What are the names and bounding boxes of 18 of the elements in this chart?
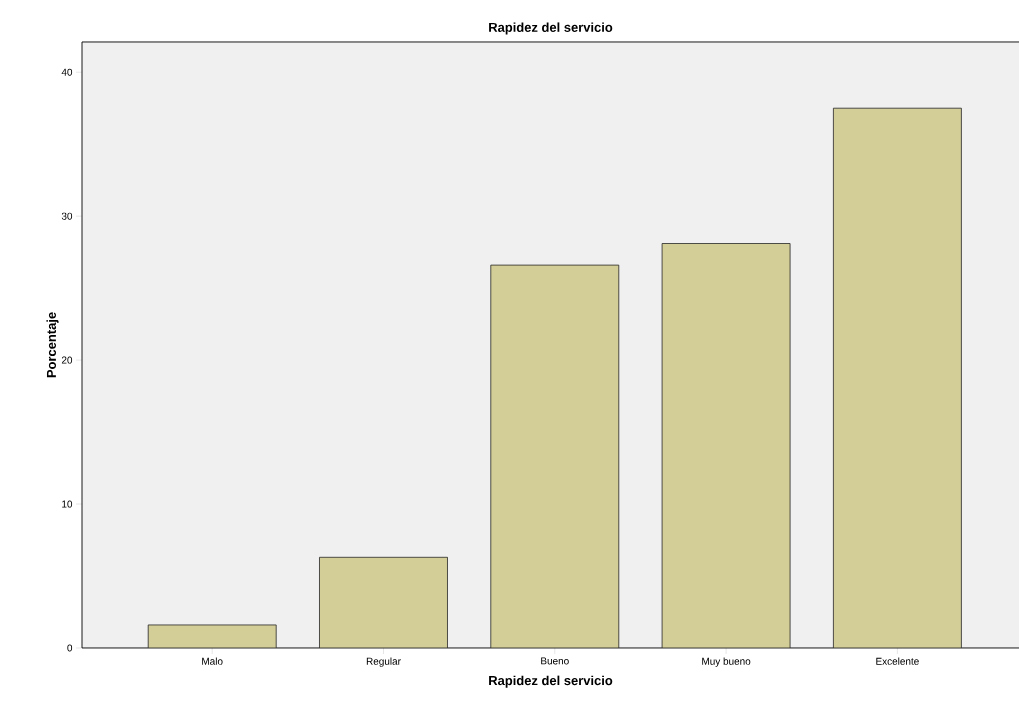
bar	[319, 556, 448, 648]
x-axis-title: Rapidez del servicio	[489, 675, 613, 688]
y-tick-label: 40	[61, 68, 73, 76]
x-tick-label: Muy bueno	[702, 657, 751, 667]
x-tick-label: Bueno	[541, 657, 569, 665]
bar	[147, 624, 277, 648]
y-axis-title: Porcentaje	[46, 312, 59, 378]
y-tick-label: 20	[61, 356, 73, 364]
bar	[832, 107, 962, 648]
x-tick-label: Malo	[202, 657, 223, 665]
y-tick-label: 0	[67, 644, 73, 652]
bar	[661, 243, 791, 648]
x-tick-label: Excelente	[876, 657, 919, 665]
y-tick-label: 10	[62, 500, 73, 508]
bar	[490, 264, 620, 648]
chart-title: Rapidez del servicio	[489, 22, 613, 35]
x-tick-label: Regular	[366, 657, 401, 667]
y-tick-label: 30	[61, 212, 73, 220]
